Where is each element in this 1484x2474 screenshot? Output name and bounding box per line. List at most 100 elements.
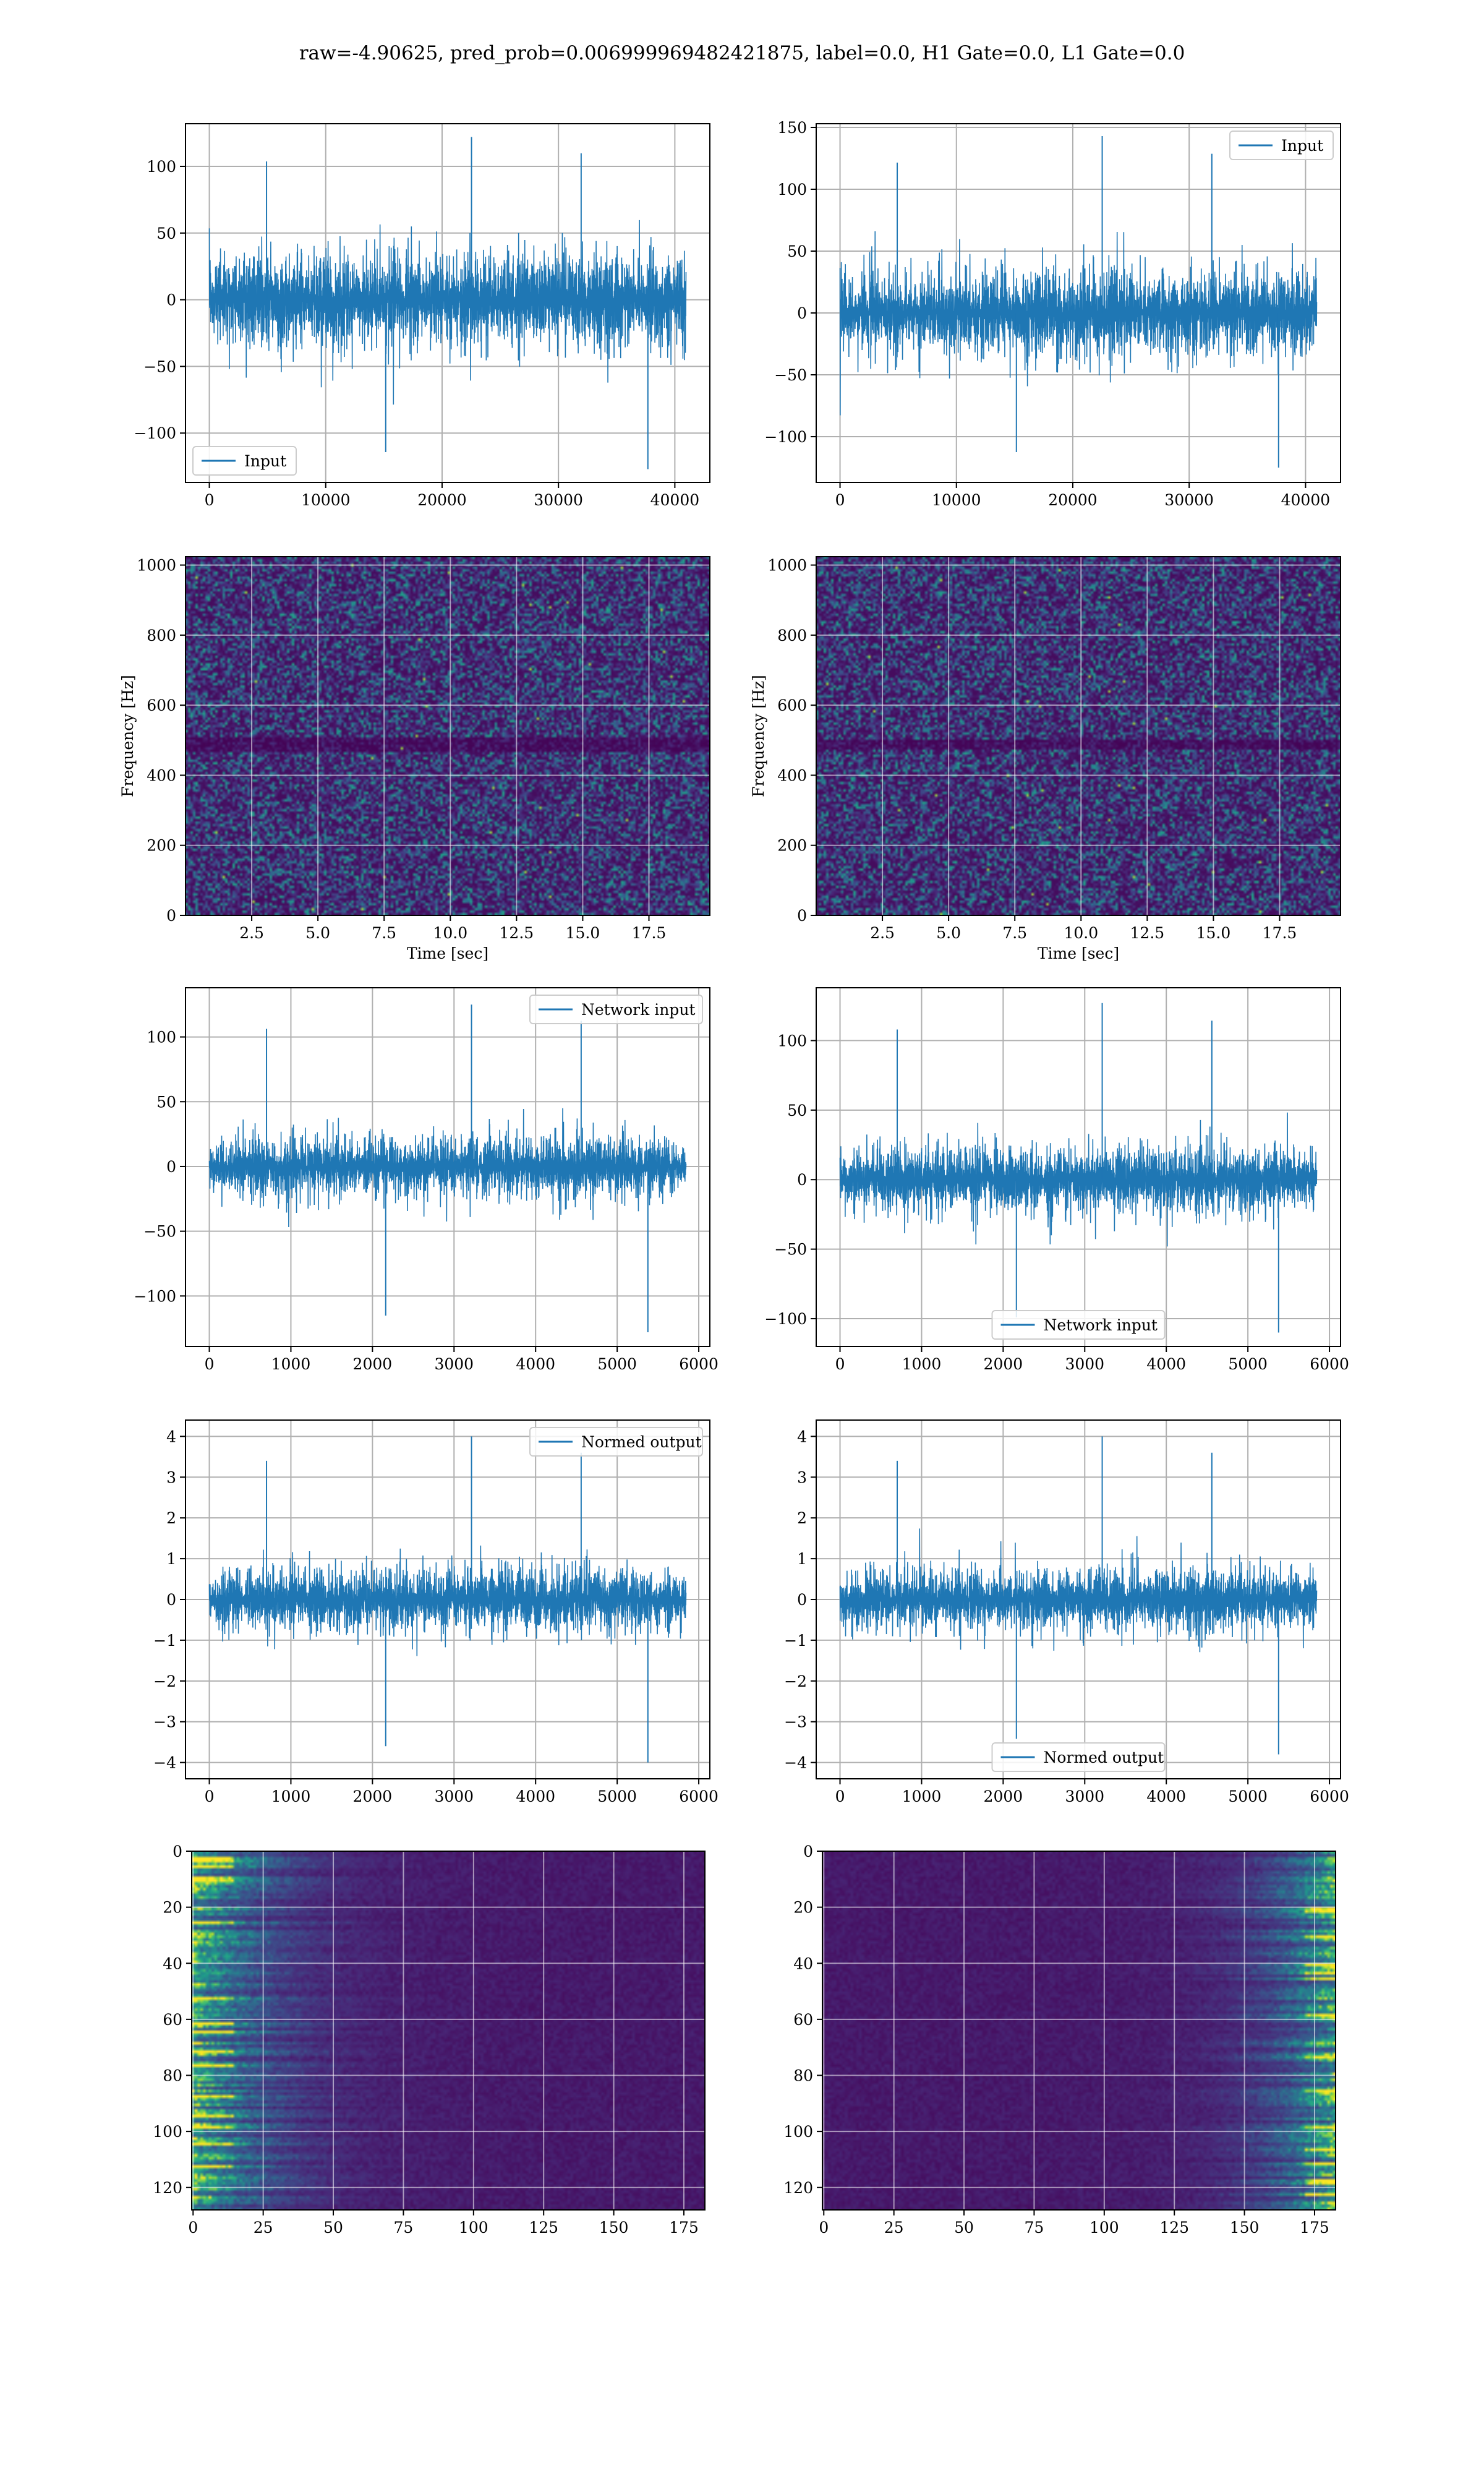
l1-spectrogram-chart: 2.5 5.0 7.5 10.0 12.5 15.0 17.5 0 200 400 600 800 10…: [749, 556, 1341, 962]
legend-label: Network input: [581, 1001, 695, 1019]
y-tick-label: −2: [153, 1672, 176, 1690]
x-tick-label: 0: [835, 491, 845, 509]
x-tick-label: 4000: [516, 1355, 555, 1373]
legend-label: Normed output: [1044, 1748, 1164, 1766]
x-tick-label: 150: [599, 2219, 629, 2236]
legend: Network input: [991, 1310, 1166, 1340]
series-line: [208, 137, 687, 469]
legend-label: Normed output: [581, 1433, 702, 1451]
y-tick-label: −50: [774, 366, 807, 384]
x-tick-label: 100: [459, 2219, 488, 2236]
y-tick-label: 0: [166, 1158, 176, 1176]
x-tick-label: 0: [819, 2219, 829, 2236]
y-tick-label: 100: [147, 158, 176, 176]
x-tick-label: 12.5: [500, 924, 534, 942]
y-tick-label: −4: [784, 1754, 807, 1772]
y-tick-label: 0: [797, 1591, 807, 1609]
x-tick-label: 5000: [597, 1355, 637, 1373]
y-tick-label: 40: [163, 1954, 182, 1972]
heatmap-raster: [192, 1851, 705, 2210]
axes-frame: [185, 123, 710, 483]
y-tick-label: 0: [166, 907, 176, 925]
legend: Input: [192, 446, 297, 476]
series-trace: [208, 1108, 687, 1228]
l1-network-input-chart: 0 1000 2000 3000 4000 5000 6000 −100 −50 0 50 100 Ne…: [764, 987, 1349, 1373]
series-line: [208, 1436, 687, 1763]
x-tick-label: 75: [1025, 2219, 1044, 2236]
x-tick-label: 17.5: [1263, 924, 1297, 942]
y-tick-label: 4: [797, 1427, 807, 1445]
y-tick-label: 0: [166, 1591, 176, 1609]
x-tick-label: 150: [1230, 2219, 1260, 2236]
y-tick-label: 4: [166, 1427, 176, 1445]
x-tick-label: 25: [254, 2219, 273, 2236]
x-tick-label: 20000: [417, 491, 467, 509]
y-axis-label: Frequency [Hz]: [119, 675, 137, 797]
x-tick-label: 175: [669, 2219, 699, 2236]
x-tick-label: 3000: [1065, 1355, 1104, 1373]
x-tick-label: 0: [205, 491, 215, 509]
l1-normed-output-chart: 0 1000 2000 3000 4000 5000 6000 −4 −3 −2 −1 0 1 2 3 4 No…: [784, 1419, 1349, 1805]
axes-frame: [816, 123, 1341, 483]
y-tick-label: 200: [777, 837, 807, 855]
x-tick-label: 7.5: [372, 924, 396, 942]
axes-frame: [816, 556, 1341, 916]
y-tick-label: 20: [793, 1899, 813, 1917]
x-tick-label: 100: [1090, 2219, 1119, 2236]
y-tick-label: 40: [793, 1954, 813, 1972]
x-tick-label: 7.5: [1002, 924, 1027, 942]
y-tick-label: 120: [783, 2179, 813, 2197]
series-trace: [208, 1545, 687, 1656]
x-tick-label: 0: [188, 2219, 198, 2236]
y-tick-label: 2: [797, 1509, 807, 1527]
y-tick-label: 1: [166, 1550, 176, 1568]
series-trace: [839, 1112, 1318, 1247]
h1-network-input-chart: 0 1000 2000 3000 4000 5000 6000 −100 −50 0 50 100 Ne…: [134, 987, 719, 1373]
x-tick-label: 6000: [1310, 1355, 1349, 1373]
axes-frame: [185, 1419, 710, 1779]
x-tick-label: 0: [205, 1787, 215, 1805]
x-tick-label: 5000: [1228, 1787, 1268, 1805]
y-tick-label: 80: [793, 2067, 813, 2085]
y-tick-label: −100: [134, 424, 176, 442]
x-tick-label: 0: [835, 1355, 845, 1373]
x-tick-label: 12.5: [1130, 924, 1165, 942]
x-tick-label: 0: [205, 1355, 215, 1373]
legend-box: [529, 1427, 703, 1457]
y-tick-label: 50: [787, 242, 807, 260]
series-line: [839, 1003, 1318, 1333]
x-tick-label: 40000: [1281, 491, 1331, 509]
x-axis-label: Time [sec]: [407, 944, 488, 962]
y-tick-label: −50: [143, 357, 176, 375]
y-tick-label: −4: [153, 1754, 176, 1772]
y-tick-label: −2: [784, 1672, 807, 1690]
legend-box: [991, 1742, 1166, 1772]
l1-feature-map-chart: 0 25 50 75 100 125 150 175 0 20 40 60 80 100 120: [783, 1843, 1336, 2236]
x-tick-label: 6000: [679, 1787, 719, 1805]
x-tick-label: 175: [1300, 2219, 1329, 2236]
series-trace: [839, 1528, 1318, 1653]
y-tick-label: 1: [797, 1550, 807, 1568]
y-tick-label: 60: [793, 2011, 813, 2029]
y-tick-label: 80: [163, 2067, 182, 2085]
x-tick-label: 2000: [984, 1355, 1023, 1373]
x-tick-label: 1000: [271, 1355, 311, 1373]
y-tick-label: 100: [147, 1029, 176, 1047]
y-tick-label: 0: [797, 1171, 807, 1189]
y-tick-label: 3: [797, 1468, 807, 1486]
x-tick-label: 25: [884, 2219, 904, 2236]
legend-box: [192, 446, 297, 476]
y-tick-label: −50: [143, 1223, 176, 1241]
y-tick-label: 200: [147, 837, 176, 855]
y-tick-label: 400: [147, 766, 176, 784]
x-tick-label: 15.0: [566, 924, 600, 942]
y-tick-label: 0: [166, 291, 176, 309]
y-tick-label: 20: [163, 1899, 182, 1917]
y-tick-label: 0: [803, 1843, 813, 1860]
y-tick-label: 120: [153, 2179, 182, 2197]
legend-label: Input: [244, 452, 286, 470]
x-tick-label: 2000: [984, 1787, 1023, 1805]
y-tick-label: 400: [777, 766, 807, 784]
axes-frame: [822, 1851, 1336, 2211]
x-tick-label: 125: [529, 2219, 558, 2236]
